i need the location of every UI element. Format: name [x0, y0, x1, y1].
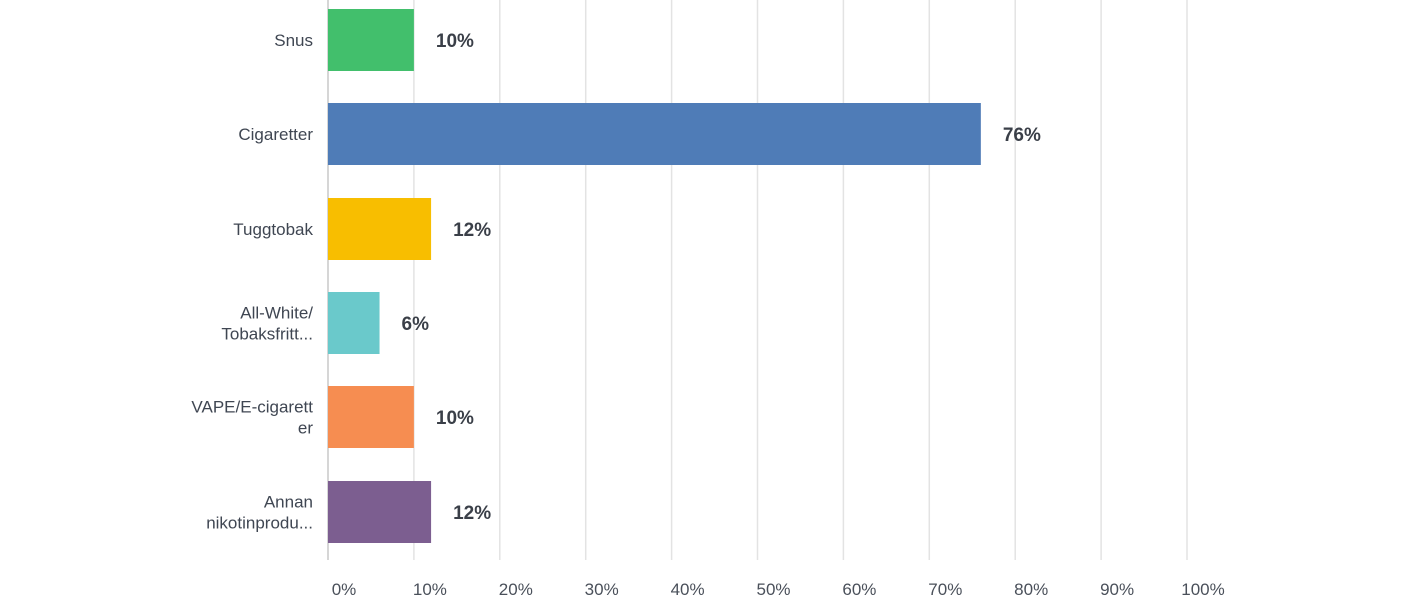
x-tick-label: 60%: [842, 580, 876, 599]
bar: [328, 481, 432, 543]
x-tick-label: 0%: [332, 580, 357, 599]
x-tick-label: 100%: [1181, 580, 1224, 599]
bar: [328, 386, 414, 448]
x-tick-label: 40%: [671, 580, 705, 599]
bar: [328, 103, 981, 165]
category-label: Tobaksfritt...: [221, 325, 313, 344]
x-tick-label: 80%: [1014, 580, 1048, 599]
x-tick-label: 10%: [413, 580, 447, 599]
data-label: 12%: [453, 503, 491, 524]
category-label: Tuggtobak: [233, 220, 313, 239]
x-tick-label: 30%: [585, 580, 619, 599]
x-tick-label: 90%: [1100, 580, 1134, 599]
category-label: Annan: [264, 493, 313, 512]
x-tick-label: 50%: [756, 580, 790, 599]
bar: [328, 292, 380, 354]
data-label: 10%: [436, 408, 474, 429]
category-label: Snus: [274, 31, 313, 50]
category-label: er: [298, 419, 313, 438]
bar: [328, 198, 432, 260]
x-tick-label: 20%: [499, 580, 533, 599]
category-label: VAPE/E-cigarett: [191, 398, 313, 417]
category-label: All-White/: [240, 304, 313, 323]
bar: [328, 9, 414, 71]
data-label: 6%: [402, 314, 430, 335]
data-label: 12%: [453, 220, 491, 241]
x-tick-label: 70%: [928, 580, 962, 599]
category-label: Cigaretter: [238, 125, 313, 144]
data-label: 76%: [1003, 125, 1041, 146]
category-label: nikotinprodu...: [206, 514, 313, 533]
data-label: 10%: [436, 31, 474, 52]
